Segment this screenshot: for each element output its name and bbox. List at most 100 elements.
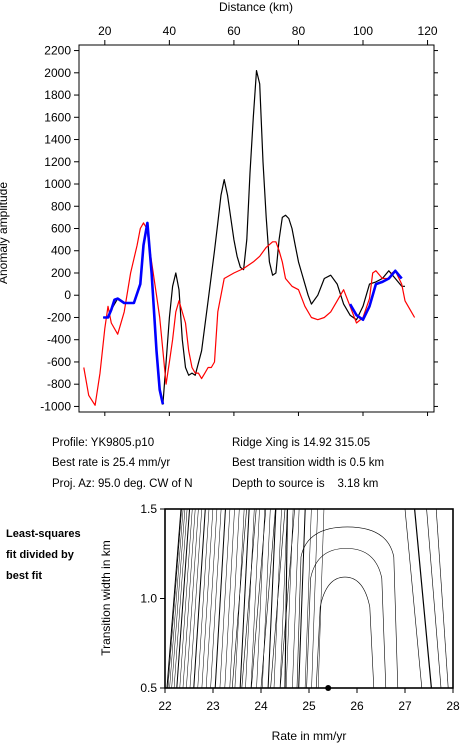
amplitude-axis: -1000 -800 -600 -400 -200 0 200 400 600 800 1000 12… [40, 44, 438, 413]
contour-line [250, 509, 260, 688]
amplitude-tick-label: 1800 [44, 88, 71, 102]
misfit-plot-frame [164, 508, 454, 689]
distance-axis-label: Distance (km) [219, 0, 293, 14]
rate-tick-label: 25 [302, 699, 316, 713]
contour-line [166, 509, 182, 688]
best-width-label: Best transition width is 0.5 km [232, 457, 385, 469]
contour-line [304, 509, 312, 688]
width-tick-label: 1.5 [140, 502, 157, 516]
anomaly-series [83, 69, 416, 406]
amplitude-tick-label: -600 [47, 355, 71, 369]
width-axis-label: Transition width in km [99, 540, 113, 656]
amplitude-tick-label: -800 [47, 377, 71, 391]
amplitude-tick-label: 400 [51, 244, 71, 258]
contour-line [404, 509, 423, 688]
contour-line [296, 526, 399, 688]
amplitude-tick-label: -1000 [40, 399, 71, 413]
distance-tick-label: 60 [227, 24, 241, 38]
rate-tick-label: 22 [158, 699, 172, 713]
contour-line [186, 509, 199, 688]
contour-line [231, 509, 247, 688]
misfit-contours [166, 509, 449, 688]
rate-tick-label: 28 [446, 699, 460, 713]
contour-line [179, 509, 193, 688]
side-caption-line: fit divided by [6, 549, 74, 561]
contour-line [279, 509, 288, 688]
distance-tick-label: 80 [292, 24, 306, 38]
contour-line [219, 509, 231, 688]
amplitude-tick-label: 2000 [44, 66, 71, 80]
source-depth-label: Depth to source is 3.18 km [232, 478, 379, 490]
misfit-contour-plot: 22 23 24 25 26 27 28 0.5 1.0 1.5 Rate in mm/yr T… [99, 502, 460, 743]
contour-line [189, 509, 202, 688]
rate-axis: 22 23 24 25 26 27 28 [158, 688, 460, 713]
projection-azimuth-label: Proj. Az: 95.0 deg. CW of N [52, 478, 193, 490]
amplitude-tick-label: 1000 [44, 177, 71, 191]
contour-line [306, 548, 387, 688]
distance-tick-label: 120 [418, 24, 438, 38]
rate-tick-label: 26 [350, 699, 364, 713]
contour-line [214, 509, 226, 688]
contour-line [317, 509, 325, 688]
rate-tick-label: 27 [398, 699, 412, 713]
amplitude-axis-label: Anomaly amplitude [0, 182, 10, 284]
contour-line [193, 509, 206, 688]
amplitude-tick-label: 0 [64, 288, 71, 302]
contour-line [229, 509, 240, 688]
width-axis: 0.5 1.0 1.5 [140, 502, 165, 695]
rate-axis-label: Rate in mm/yr [272, 729, 347, 743]
contour-line [251, 509, 267, 688]
distance-axis: 20 40 60 80 100 120 [98, 24, 438, 416]
fitted-window-line [103, 221, 165, 405]
contour-line [201, 509, 214, 688]
contour-line [298, 509, 306, 688]
amplitude-tick-label: 800 [51, 199, 71, 213]
side-caption: Least-squares fit divided by best fit [6, 524, 81, 587]
fitted-window-line [348, 269, 403, 322]
contour-line [245, 509, 255, 688]
contour-line [239, 509, 250, 688]
width-tick-label: 0.5 [140, 681, 157, 695]
contour-line [260, 509, 276, 688]
contour-line [414, 509, 432, 688]
contour-line [197, 509, 210, 688]
anomaly-plot: 20 40 60 80 100 120 -1000 -800 -600 -400 -200 0 200… [0, 0, 438, 416]
amplitude-tick-label: 200 [51, 266, 71, 280]
contour-line [167, 509, 182, 688]
anomaly-plot-frame [78, 44, 435, 413]
ridge-crossing-label: Ridge Xing is 14.92 315.05 [232, 437, 371, 449]
distance-tick-label: 40 [163, 24, 177, 38]
side-caption-line: best fit [6, 570, 43, 582]
contour-line [176, 509, 191, 688]
contour-line [224, 509, 235, 688]
best-fit-marker [325, 685, 332, 691]
contour-line [279, 509, 295, 688]
contour-line [267, 509, 277, 688]
width-tick-label: 1.0 [140, 592, 157, 606]
contour-line [173, 509, 188, 688]
distance-tick-label: 20 [98, 24, 112, 38]
contour-line [270, 509, 286, 688]
amplitude-tick-label: 600 [51, 222, 71, 236]
rate-tick-label: 24 [254, 699, 268, 713]
contour-line [315, 576, 375, 688]
amplitude-tick-label: 1600 [44, 110, 71, 124]
contour-line [284, 509, 288, 688]
contour-line [311, 509, 318, 688]
contour-line [169, 509, 184, 688]
rate-tick-label: 23 [206, 699, 220, 713]
profile-label: Profile: YK9805.p10 [52, 437, 155, 449]
contour-line [210, 509, 222, 688]
side-caption-line: Least-squares [6, 528, 81, 540]
amplitude-tick-label: 1200 [44, 155, 71, 169]
contour-line [241, 509, 257, 688]
contour-line [182, 509, 196, 688]
distance-tick-label: 100 [353, 24, 373, 38]
amplitude-tick-label: 2200 [44, 44, 71, 58]
amplitude-tick-label: -200 [47, 310, 71, 324]
amplitude-tick-label: -400 [47, 333, 71, 347]
contour-line [435, 509, 449, 688]
contour-line [171, 509, 186, 688]
contour-line [426, 509, 442, 688]
